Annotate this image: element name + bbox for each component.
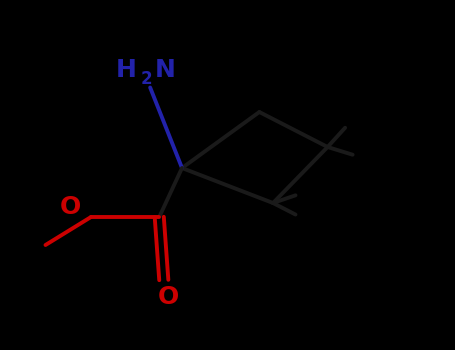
Text: O: O — [158, 286, 179, 309]
Text: 2: 2 — [141, 70, 153, 88]
Text: N: N — [155, 58, 176, 82]
Text: O: O — [60, 195, 81, 218]
Text: H: H — [116, 58, 137, 82]
